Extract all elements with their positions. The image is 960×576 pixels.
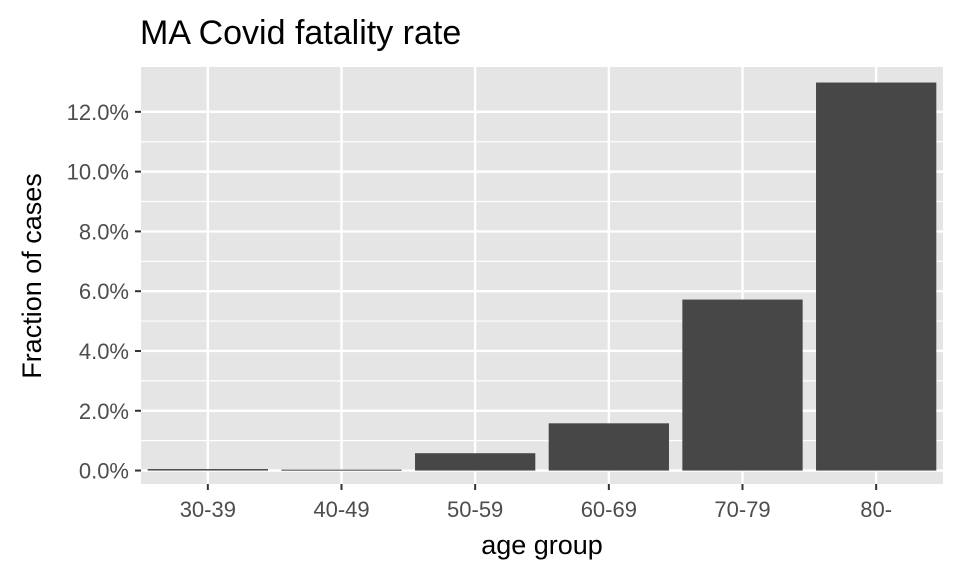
bar-60-69 — [548, 423, 669, 471]
y-tick-label: 6.0% — [79, 279, 129, 304]
x-tick-label: 70-79 — [714, 497, 770, 522]
y-axis-title: Fraction of cases — [17, 173, 47, 379]
bar-50-59 — [415, 453, 536, 471]
y-tick-label: 12.0% — [67, 100, 129, 125]
bar-80- — [816, 82, 937, 471]
y-axis: 0.0% 2.0% 4.0% 6.0% 8.0% 10.0% 12.0% — [67, 100, 141, 484]
y-tick-label: 4.0% — [79, 339, 129, 364]
x-tick-label: 30-39 — [180, 497, 236, 522]
x-tick-label: 60-69 — [581, 497, 637, 522]
x-axis-title: age group — [481, 530, 603, 560]
x-axis: 30-39 40-49 50-59 60-69 70-79 80- — [180, 484, 892, 522]
x-tick-label: 50-59 — [447, 497, 503, 522]
bar-40-49 — [281, 469, 402, 471]
y-tick-label: 10.0% — [67, 160, 129, 185]
y-tick-label: 0.0% — [79, 459, 129, 484]
bar-70-79 — [682, 299, 803, 471]
bar-30-39 — [147, 469, 268, 471]
y-tick-label: 2.0% — [79, 399, 129, 424]
plot-panel — [141, 67, 943, 484]
x-tick-label: 40-49 — [313, 497, 369, 522]
x-tick-label: 80- — [860, 497, 892, 522]
chart-title: MA Covid fatality rate — [140, 14, 461, 52]
bars — [147, 82, 937, 471]
y-tick-label: 8.0% — [79, 219, 129, 244]
